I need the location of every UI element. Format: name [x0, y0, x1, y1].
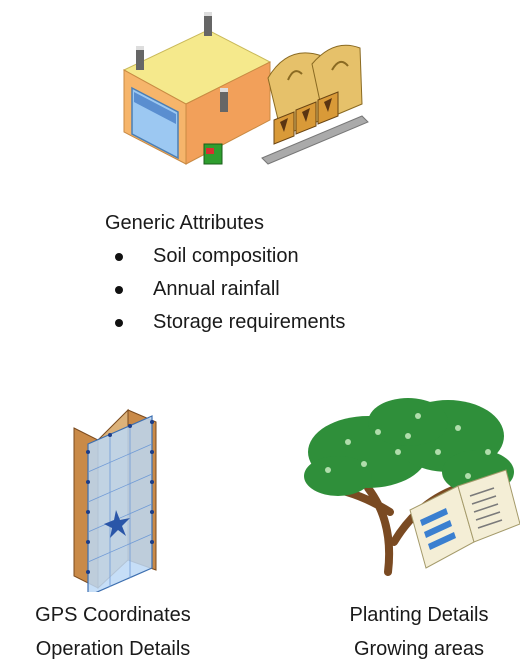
- bullet-icon: [115, 319, 123, 327]
- caption-line: Planting Details: [349, 604, 489, 626]
- warehouse-icon: [122, 12, 369, 165]
- list-item: Storage requirements: [105, 306, 345, 339]
- bullet-icon: [115, 253, 123, 261]
- caption-line: Operation Details: [35, 638, 191, 660]
- list-item: Soil composition: [105, 240, 345, 273]
- map-icon: [73, 408, 157, 592]
- caption-line: Growing areas: [353, 638, 485, 660]
- list-item: Annual rainfall: [105, 273, 345, 306]
- gps-caption: GPS Coordinates Operation Details: [2, 598, 224, 666]
- generic-attributes-list: Soil composition Annual rainfall Storage…: [105, 240, 345, 339]
- bullet-icon: [115, 286, 123, 294]
- generic-attributes-title: Generic Attributes: [105, 212, 264, 234]
- planting-caption: Planting Details Growing areas: [318, 598, 520, 666]
- caption-line: GPS Coordinates: [35, 604, 191, 626]
- tree-icon: [304, 398, 520, 576]
- generic-attributes-block: Generic Attributes Soil composition Annu…: [105, 210, 345, 339]
